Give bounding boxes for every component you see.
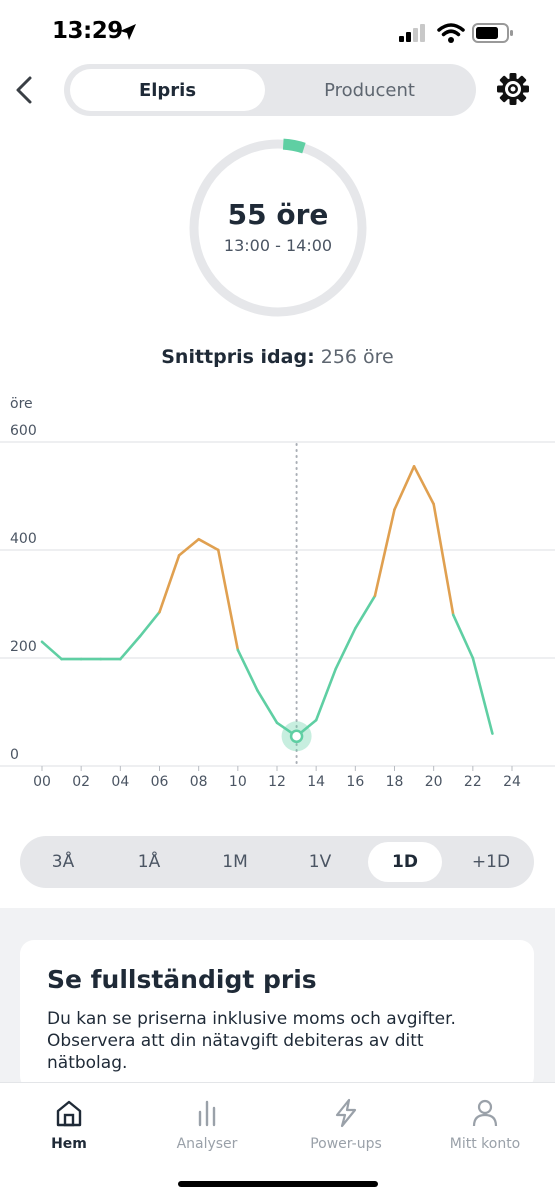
- price-line-segment: [177, 537, 200, 557]
- cellular-signal-icon: [399, 24, 425, 42]
- price-line-segment: [40, 640, 63, 661]
- x-tick-label: 16: [346, 774, 364, 790]
- price-line-segment: [256, 689, 279, 725]
- price-line-segment: [197, 537, 220, 552]
- full-price-description: Du kan se priserna inklusive moms och av…: [47, 1009, 456, 1073]
- mode-segmented-control: Elpris Producent: [64, 64, 476, 116]
- average-price-value: 256 öre: [320, 346, 394, 368]
- home-indicator: [178, 1181, 378, 1187]
- tab-mitt-konto-label: Mitt konto: [449, 1136, 521, 1152]
- price-line-segment: [334, 627, 357, 671]
- back-button[interactable]: [10, 72, 40, 108]
- status-time: 13:29: [52, 18, 123, 44]
- bar-chart-icon: [198, 1100, 216, 1127]
- x-tick-label: 24: [503, 774, 521, 790]
- x-tick-label: 12: [268, 774, 286, 790]
- full-price-card[interactable]: [20, 940, 534, 1090]
- x-tick-label: 22: [464, 774, 482, 790]
- average-price: Snittpris idag: 256 öre: [0, 346, 555, 368]
- x-tick-label: 20: [425, 774, 443, 790]
- price-line-segment: [119, 635, 142, 661]
- y-tick-label: 200: [10, 639, 37, 655]
- average-price-label: Snittpris idag:: [161, 346, 315, 368]
- range-selector: 3Å 1Å 1M 1V 1D +1D: [20, 836, 534, 888]
- home-icon: [56, 1100, 82, 1127]
- y-axis-unit-label: öre: [10, 396, 33, 412]
- range-1d-button[interactable]: 1D: [368, 842, 442, 882]
- tab-mitt-konto[interactable]: Mitt konto: [416, 1098, 554, 1162]
- tab-analyser-label: Analyser: [176, 1136, 238, 1152]
- price-line-segment: [432, 502, 455, 617]
- tab-elpris[interactable]: Elpris: [70, 69, 265, 111]
- x-tick-label: 06: [151, 774, 169, 790]
- price-line-segment: [236, 648, 259, 692]
- current-price-time-range: 13:00 - 14:00: [223, 236, 333, 255]
- tab-hem[interactable]: Hem: [0, 1098, 138, 1162]
- tab-analyser[interactable]: Analyser: [138, 1098, 276, 1162]
- price-line-segment: [158, 554, 181, 614]
- range-3y-button[interactable]: 3Å: [51, 852, 75, 872]
- price-line-segment: [451, 613, 475, 660]
- x-tick-label: 00: [33, 774, 51, 790]
- lightning-icon: [335, 1098, 357, 1128]
- tab-hem-label: Hem: [51, 1136, 87, 1152]
- price-line-segment: [393, 465, 416, 511]
- x-tick-label: 04: [111, 774, 129, 790]
- person-icon: [472, 1099, 498, 1127]
- wifi-icon: [437, 23, 465, 43]
- current-price-value: 55 öre: [227, 198, 329, 231]
- price-line-segment: [138, 610, 161, 638]
- range-plus1d-button[interactable]: +1D: [471, 852, 511, 872]
- y-tick-label: 400: [10, 531, 37, 547]
- gear-icon[interactable]: [494, 70, 532, 108]
- location-arrow-icon: [120, 24, 136, 40]
- price-line-segment: [314, 667, 338, 722]
- y-tick-label: 600: [10, 423, 37, 439]
- range-1y-button[interactable]: 1Å: [137, 852, 161, 872]
- price-line-segment: [412, 465, 435, 506]
- battery-icon: [472, 23, 513, 43]
- tab-power-ups-label: Power-ups: [310, 1136, 382, 1152]
- tab-producent[interactable]: Producent: [324, 79, 415, 101]
- current-price-marker: [289, 729, 304, 744]
- x-tick-label: 08: [190, 774, 208, 790]
- price-line-segment: [373, 508, 396, 598]
- range-1w-button[interactable]: 1V: [308, 852, 332, 872]
- x-tick-label: 10: [229, 774, 247, 790]
- full-price-title: Se fullständigt pris: [47, 965, 317, 994]
- price-line-segment: [354, 594, 377, 630]
- range-1m-button[interactable]: 1M: [222, 852, 248, 872]
- x-tick-label: 18: [386, 774, 404, 790]
- x-tick-label: 02: [72, 774, 90, 790]
- price-line-segment: [471, 656, 494, 735]
- price-line-segment: [216, 548, 240, 652]
- y-tick-label: 0: [10, 747, 19, 763]
- price-gauge: [188, 138, 368, 318]
- x-tick-label: 14: [307, 774, 325, 790]
- tab-power-ups[interactable]: Power-ups: [277, 1098, 415, 1162]
